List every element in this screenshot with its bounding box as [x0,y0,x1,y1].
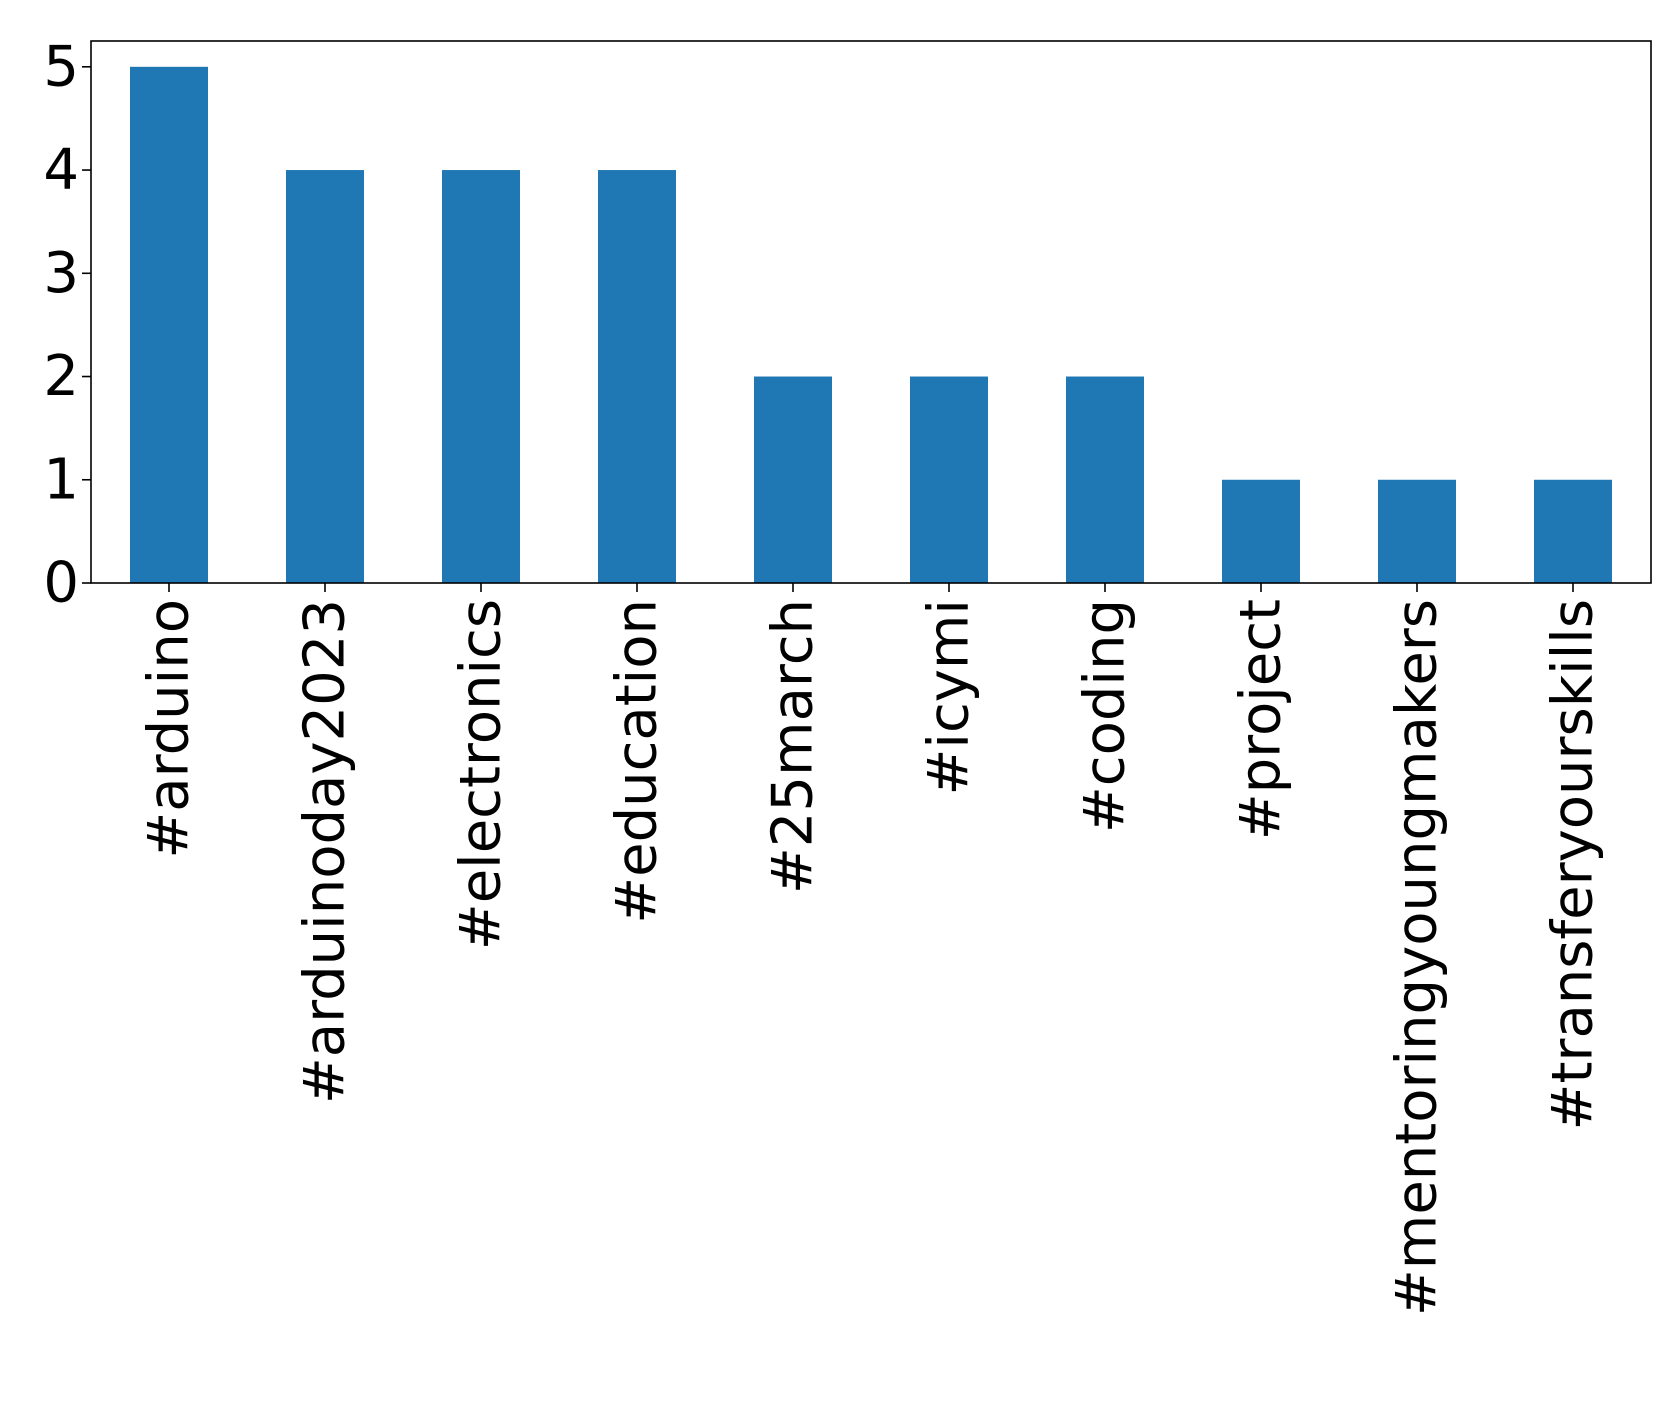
x-tick-label: #education [605,599,670,924]
x-tick-label: #project [1229,599,1294,840]
y-tick-label: 0 [43,551,79,616]
x-tick-label: #25march [761,599,826,894]
bar-project [1222,479,1300,583]
y-tick-label: 4 [43,138,79,203]
y-tick-label: 5 [43,34,79,99]
y-axis: 0 1 2 3 4 5 [43,34,91,616]
bar-icymi [910,376,988,583]
x-tick-label: #icymi [917,599,982,796]
plot-frame [90,40,1652,584]
x-tick-label: #transferyourskills [1541,599,1606,1130]
y-tick-label: 3 [43,241,79,306]
x-axis: #arduino #arduinoday2023 #electronics #educ… [137,583,1606,1316]
y-tick-label: 1 [43,447,79,512]
bar-mentoringyoungmakers [1378,479,1456,583]
bars-group [130,66,1612,584]
bar-transferyourskills [1534,479,1612,583]
bar-arduinoday2023 [286,170,364,584]
bar-25march [754,376,832,583]
y-tick-label: 2 [43,344,79,409]
x-tick-label: #coding [1073,599,1138,833]
bar-arduino [130,66,208,584]
x-tick-label: #arduino [137,599,202,859]
x-tick-label: #electronics [449,599,514,950]
bar-coding [1066,376,1144,583]
bar-education [598,170,676,584]
x-tick-label: #mentoringyoungmakers [1385,599,1450,1316]
x-tick-label: #arduinoday2023 [293,599,358,1104]
bar-electronics [442,170,520,584]
